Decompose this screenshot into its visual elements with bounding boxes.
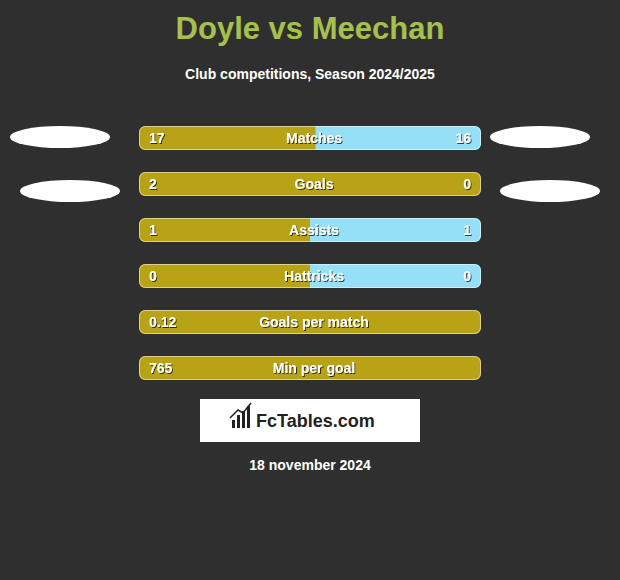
category-label: Hattricks	[284, 268, 344, 284]
category-label: Min per goal	[273, 360, 355, 376]
value-left: 1	[149, 222, 157, 238]
logo-bar	[247, 406, 250, 428]
bar-row	[139, 264, 481, 288]
logo-line	[230, 403, 251, 418]
logo-icon	[230, 403, 251, 428]
bar-outline	[140, 265, 481, 288]
bar-row	[139, 172, 481, 196]
bar-row	[139, 310, 481, 334]
value-left: 17	[149, 130, 165, 146]
bar-row	[139, 126, 481, 150]
category-label: Goals per match	[259, 314, 369, 330]
value-left: 765	[149, 360, 173, 376]
logo-box	[200, 399, 420, 442]
logo-bar	[237, 415, 240, 428]
category-label: Goals	[295, 176, 334, 192]
category-label: Matches	[286, 130, 342, 146]
logo-bar	[232, 420, 235, 428]
player-placeholder	[490, 126, 590, 148]
date: 18 november 2024	[249, 457, 371, 473]
value-right: 16	[455, 130, 471, 146]
value-right: 0	[463, 268, 471, 284]
bar-outline	[140, 311, 481, 334]
bar-outline	[140, 219, 481, 242]
bar-left	[139, 218, 310, 242]
bar-outline	[140, 357, 481, 380]
chart: Doyle vs Meechan Club competitions, Seaso…	[0, 0, 620, 580]
value-left: 0	[149, 268, 157, 284]
bar-left	[139, 310, 481, 334]
value-right: 1	[463, 222, 471, 238]
bar-left	[139, 172, 481, 196]
bar-left	[139, 356, 481, 380]
value-right: 0	[463, 176, 471, 192]
subtitle: Club competitions, Season 2024/2025	[185, 66, 435, 82]
player-placeholder	[500, 180, 600, 202]
bar-row	[139, 356, 481, 380]
value-left: 2	[149, 176, 157, 192]
source: FcTables.com	[256, 411, 375, 431]
category-label: Assists	[289, 222, 339, 238]
player-placeholder	[10, 126, 110, 148]
player-placeholder	[20, 180, 120, 202]
bar-outline	[140, 173, 481, 196]
bar-outline	[140, 127, 481, 150]
value-left: 0.12	[149, 314, 176, 330]
bar-row	[139, 218, 481, 242]
background	[0, 0, 620, 580]
title: Doyle vs Meechan	[176, 11, 445, 46]
